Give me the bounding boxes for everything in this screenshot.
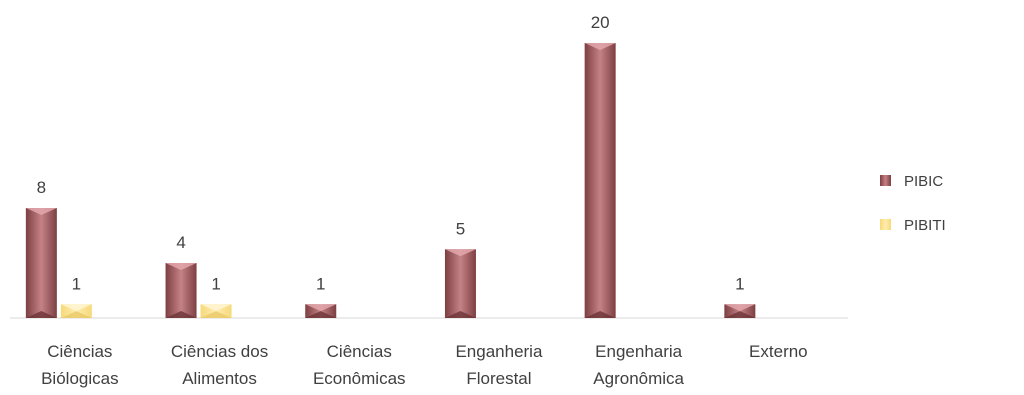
category-label: Engenharia Agronômica	[593, 342, 684, 388]
data-label: 8	[37, 178, 46, 197]
category-label: Ciências Biólogicas	[41, 342, 119, 388]
legend-item-pibiti: PIBITI	[880, 217, 946, 234]
category-label: Ciências dos Alimentos	[171, 342, 268, 388]
data-label: 1	[735, 274, 744, 293]
legend-item-pibic: PIBIC	[880, 173, 943, 190]
category-label: Externo	[749, 342, 808, 361]
bar-pibic	[444, 249, 476, 318]
bar-pibic	[25, 208, 57, 318]
category-label: Ciências Econômicas	[313, 342, 406, 388]
bar-pibic	[305, 304, 337, 318]
data-label: 1	[316, 274, 325, 293]
legend-swatch	[880, 175, 891, 186]
data-label: 4	[176, 233, 185, 252]
data-label: 1	[211, 274, 220, 293]
bar-pibiti	[200, 304, 232, 318]
legend-swatch	[880, 219, 891, 230]
data-label: 20	[591, 13, 610, 32]
bar-pibic	[724, 304, 756, 318]
bar-pibic	[584, 43, 616, 318]
legend-label: PIBITI	[904, 217, 946, 234]
bar-pibic	[165, 263, 197, 318]
bar-pibiti	[60, 304, 92, 318]
data-label: 5	[456, 219, 465, 238]
data-label: 1	[72, 274, 81, 293]
category-label: Enganheria Florestal	[455, 342, 543, 388]
legend-label: PIBIC	[904, 173, 943, 190]
